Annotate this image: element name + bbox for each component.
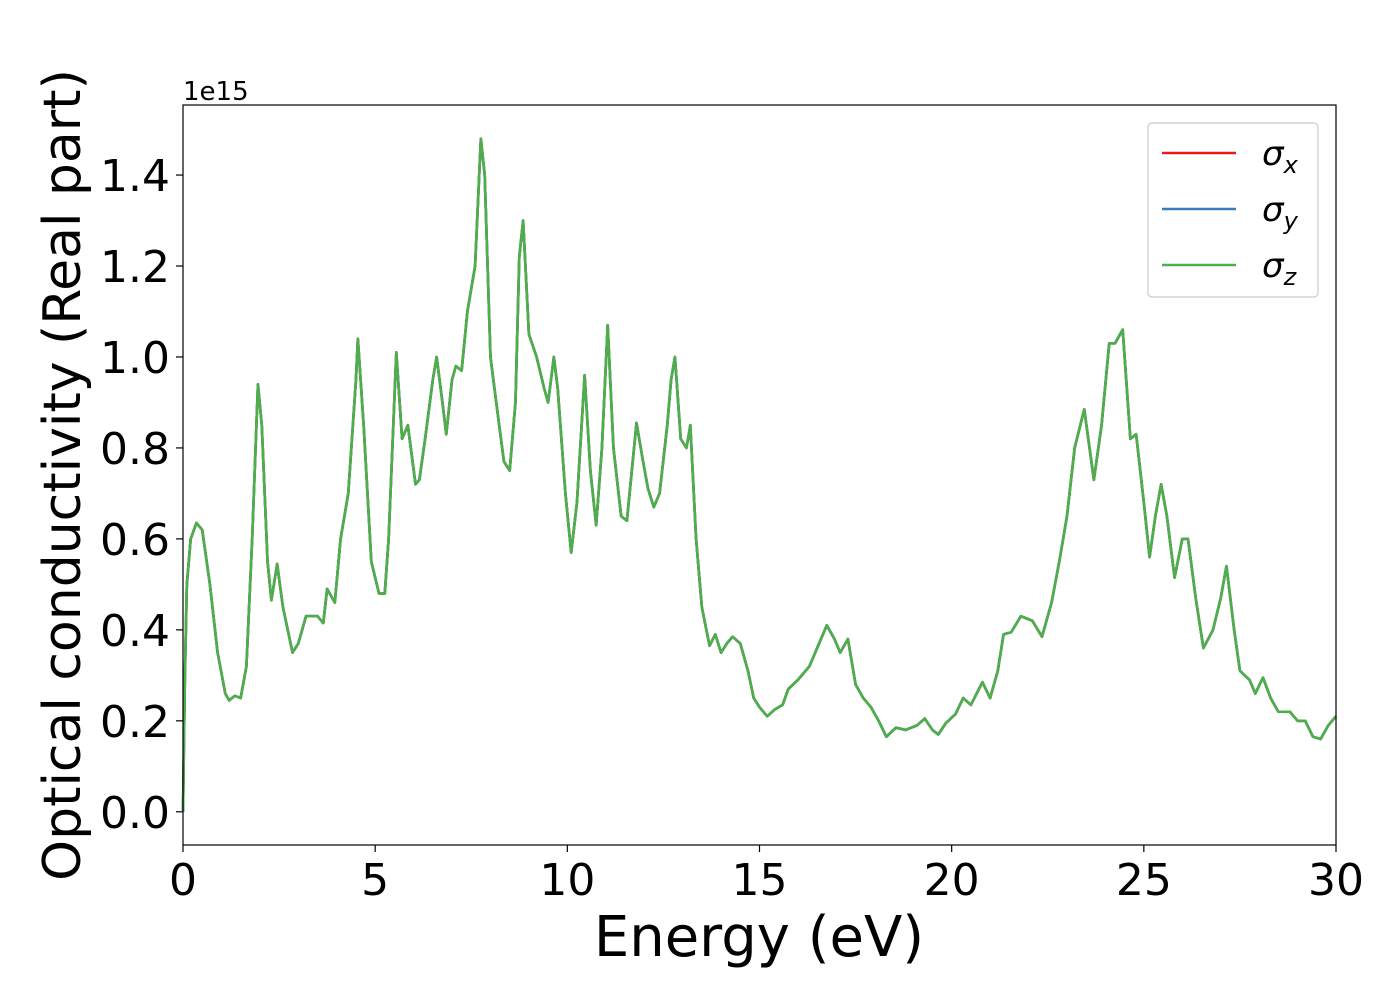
legend-label: σz [1262, 246, 1298, 291]
y-tick-label: 1.0 [100, 333, 170, 384]
x-tick-label: 20 [924, 855, 980, 906]
y-tick-label: 0.4 [100, 606, 170, 657]
y-tick-label: 1.2 [100, 242, 170, 293]
x-tick-label: 25 [1116, 855, 1172, 906]
legend-label: σy [1262, 190, 1299, 235]
series-line [181, 137, 1337, 812]
y-axis-label: Optical conductivity (Real part) [33, 69, 93, 881]
x-tick-label: 5 [361, 855, 389, 906]
y-tick-label: 0.2 [100, 697, 170, 748]
y-tick-label: 0.0 [100, 788, 170, 839]
y-tick-label: 1.4 [100, 151, 170, 202]
legend-label: σx [1262, 134, 1299, 179]
x-axis-label: Energy (eV) [594, 905, 924, 970]
x-tick-label: 15 [732, 855, 788, 906]
y-offset-label: 1e15 [183, 77, 249, 107]
plot-frame [182, 104, 1337, 846]
y-tick-label: 0.8 [100, 424, 170, 475]
x-tick-label: 10 [539, 855, 595, 906]
y-tick-label: 0.6 [100, 515, 170, 566]
x-tick-label: 30 [1308, 855, 1364, 906]
x-tick-label: 0 [169, 855, 197, 906]
